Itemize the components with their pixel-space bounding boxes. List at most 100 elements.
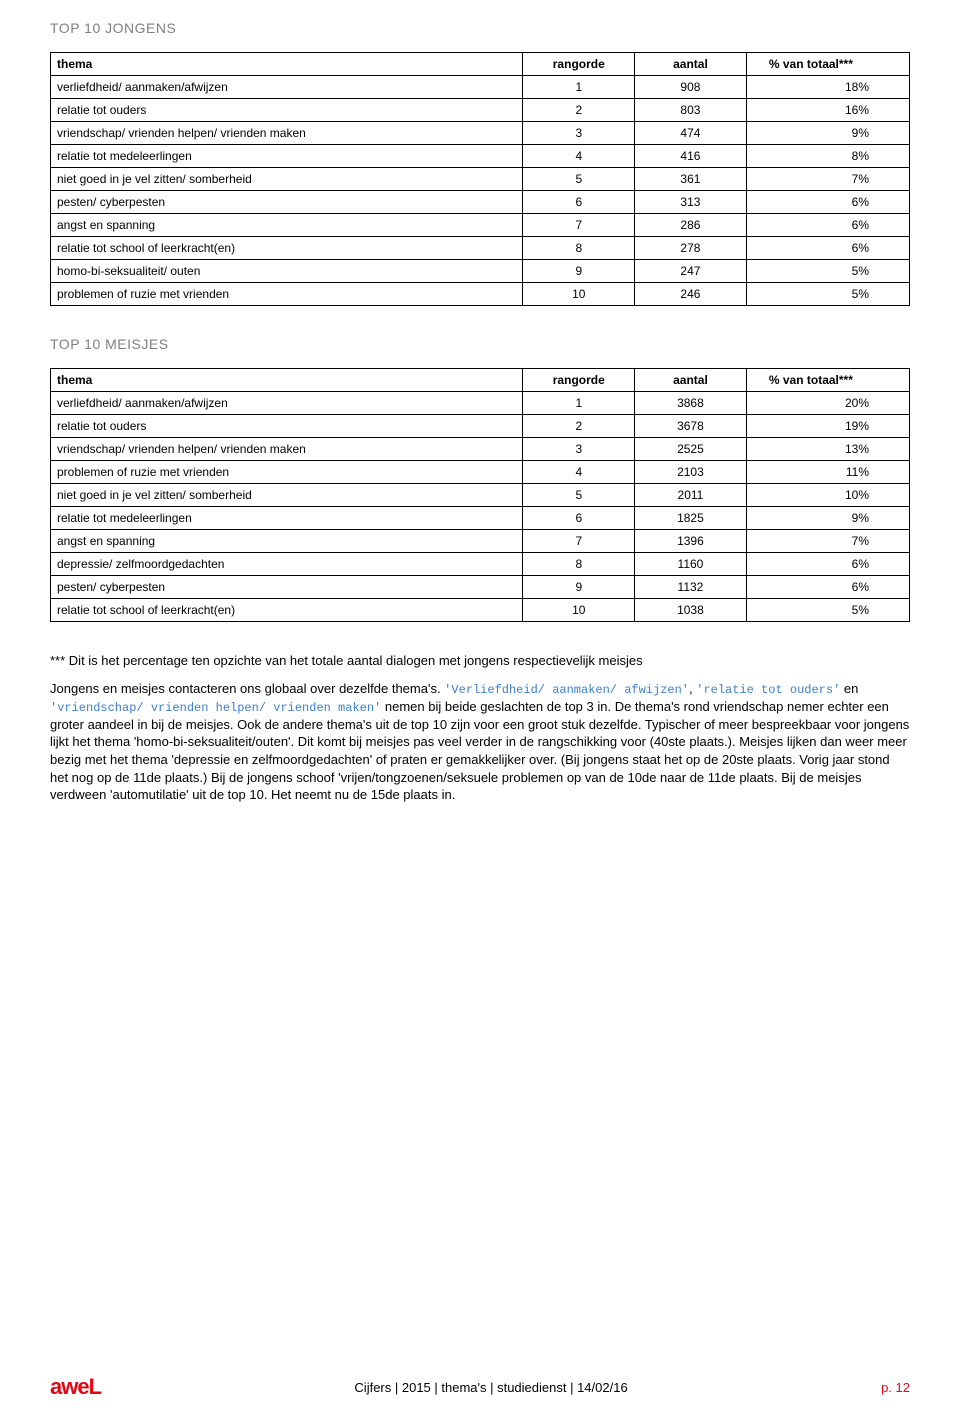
cell-thema: relatie tot school of leerkracht(en) (51, 237, 523, 260)
col-pct-header: % van totaal*** (746, 53, 909, 76)
cell-rangorde: 5 (523, 484, 635, 507)
cell-rangorde: 2 (523, 415, 635, 438)
cell-pct: 16% (746, 99, 909, 122)
cell-aantal: 1160 (635, 553, 747, 576)
cell-rangorde: 9 (523, 576, 635, 599)
table-row: relatie tot ouders280316% (51, 99, 910, 122)
page-number: p. 12 (881, 1380, 910, 1395)
section-title-meisjes: TOP 10 MEISJES (50, 336, 910, 352)
cell-thema: relatie tot medeleerlingen (51, 145, 523, 168)
col-pct-header: % van totaal*** (746, 369, 909, 392)
note-text: Jongens en meisjes contacteren ons globa… (50, 681, 444, 696)
cell-rangorde: 4 (523, 461, 635, 484)
analysis-paragraph: Jongens en meisjes contacteren ons globa… (50, 680, 910, 804)
cell-rangorde: 8 (523, 237, 635, 260)
cell-thema: relatie tot school of leerkracht(en) (51, 599, 523, 622)
cell-aantal: 474 (635, 122, 747, 145)
cell-aantal: 3868 (635, 392, 747, 415)
table-row: vriendschap/ vrienden helpen/ vrienden m… (51, 122, 910, 145)
cell-pct: 18% (746, 76, 909, 99)
note-accent: 'relatie tot ouders' (696, 683, 840, 697)
cell-rangorde: 8 (523, 553, 635, 576)
cell-pct: 20% (746, 392, 909, 415)
table-row: relatie tot ouders2367819% (51, 415, 910, 438)
cell-thema: depressie/ zelfmoordgedachten (51, 553, 523, 576)
cell-pct: 11% (746, 461, 909, 484)
cell-thema: problemen of ruzie met vrienden (51, 461, 523, 484)
cell-pct: 5% (746, 283, 909, 306)
table-row: niet goed in je vel zitten/ somberheid52… (51, 484, 910, 507)
cell-rangorde: 3 (523, 122, 635, 145)
cell-pct: 9% (746, 507, 909, 530)
cell-thema: relatie tot ouders (51, 415, 523, 438)
cell-thema: vriendschap/ vrienden helpen/ vrienden m… (51, 438, 523, 461)
cell-rangorde: 10 (523, 283, 635, 306)
cell-aantal: 3678 (635, 415, 747, 438)
table-row: pesten/ cyberpesten911326% (51, 576, 910, 599)
table-row: pesten/ cyberpesten63136% (51, 191, 910, 214)
cell-rangorde: 3 (523, 438, 635, 461)
cell-rangorde: 9 (523, 260, 635, 283)
cell-thema: pesten/ cyberpesten (51, 576, 523, 599)
cell-aantal: 246 (635, 283, 747, 306)
cell-aantal: 908 (635, 76, 747, 99)
table-row: verliefdheid/ aanmaken/afwijzen1386820% (51, 392, 910, 415)
note-accent: 'vriendschap/ vrienden helpen/ vrienden … (50, 701, 381, 715)
cell-aantal: 1825 (635, 507, 747, 530)
cell-pct: 7% (746, 530, 909, 553)
cell-rangorde: 7 (523, 530, 635, 553)
note-text: en (840, 681, 858, 696)
cell-rangorde: 2 (523, 99, 635, 122)
cell-rangorde: 6 (523, 191, 635, 214)
table-row: angst en spanning713967% (51, 530, 910, 553)
cell-pct: 9% (746, 122, 909, 145)
cell-aantal: 247 (635, 260, 747, 283)
cell-aantal: 803 (635, 99, 747, 122)
table-row: verliefdheid/ aanmaken/afwijzen190818% (51, 76, 910, 99)
col-rangorde-header: rangorde (523, 53, 635, 76)
col-rangorde-header: rangorde (523, 369, 635, 392)
cell-pct: 6% (746, 214, 909, 237)
col-aantal-header: aantal (635, 53, 747, 76)
cell-thema: angst en spanning (51, 530, 523, 553)
cell-rangorde: 1 (523, 76, 635, 99)
cell-thema: homo-bi-seksualiteit/ outen (51, 260, 523, 283)
table-row: homo-bi-seksualiteit/ outen92475% (51, 260, 910, 283)
table-row: problemen of ruzie met vrienden102465% (51, 283, 910, 306)
footnote-pct-explain: *** Dit is het percentage ten opzichte v… (50, 652, 910, 670)
table-row: relatie tot medeleerlingen44168% (51, 145, 910, 168)
table-header-row: thema rangorde aantal % van totaal*** (51, 369, 910, 392)
cell-pct: 19% (746, 415, 909, 438)
table-row: relatie tot school of leerkracht(en)1010… (51, 599, 910, 622)
cell-rangorde: 10 (523, 599, 635, 622)
cell-pct: 5% (746, 260, 909, 283)
cell-thema: relatie tot ouders (51, 99, 523, 122)
table-header-row: thema rangorde aantal % van totaal*** (51, 53, 910, 76)
section-title-jongens: TOP 10 JONGENS (50, 20, 910, 36)
cell-thema: verliefdheid/ aanmaken/afwijzen (51, 392, 523, 415)
table-row: problemen of ruzie met vrienden4210311% (51, 461, 910, 484)
logo: aweL (50, 1374, 101, 1400)
cell-aantal: 2011 (635, 484, 747, 507)
cell-thema: verliefdheid/ aanmaken/afwijzen (51, 76, 523, 99)
cell-rangorde: 7 (523, 214, 635, 237)
table-row: vriendschap/ vrienden helpen/ vrienden m… (51, 438, 910, 461)
cell-pct: 13% (746, 438, 909, 461)
table-row: niet goed in je vel zitten/ somberheid53… (51, 168, 910, 191)
cell-pct: 10% (746, 484, 909, 507)
cell-thema: vriendschap/ vrienden helpen/ vrienden m… (51, 122, 523, 145)
cell-pct: 8% (746, 145, 909, 168)
cell-rangorde: 1 (523, 392, 635, 415)
cell-thema: problemen of ruzie met vrienden (51, 283, 523, 306)
cell-aantal: 1038 (635, 599, 747, 622)
cell-pct: 6% (746, 237, 909, 260)
cell-aantal: 278 (635, 237, 747, 260)
table-row: depressie/ zelfmoordgedachten811606% (51, 553, 910, 576)
cell-aantal: 313 (635, 191, 747, 214)
table-row: relatie tot medeleerlingen618259% (51, 507, 910, 530)
cell-rangorde: 6 (523, 507, 635, 530)
cell-aantal: 1132 (635, 576, 747, 599)
cell-pct: 6% (746, 553, 909, 576)
cell-aantal: 2525 (635, 438, 747, 461)
col-thema-header: thema (51, 369, 523, 392)
